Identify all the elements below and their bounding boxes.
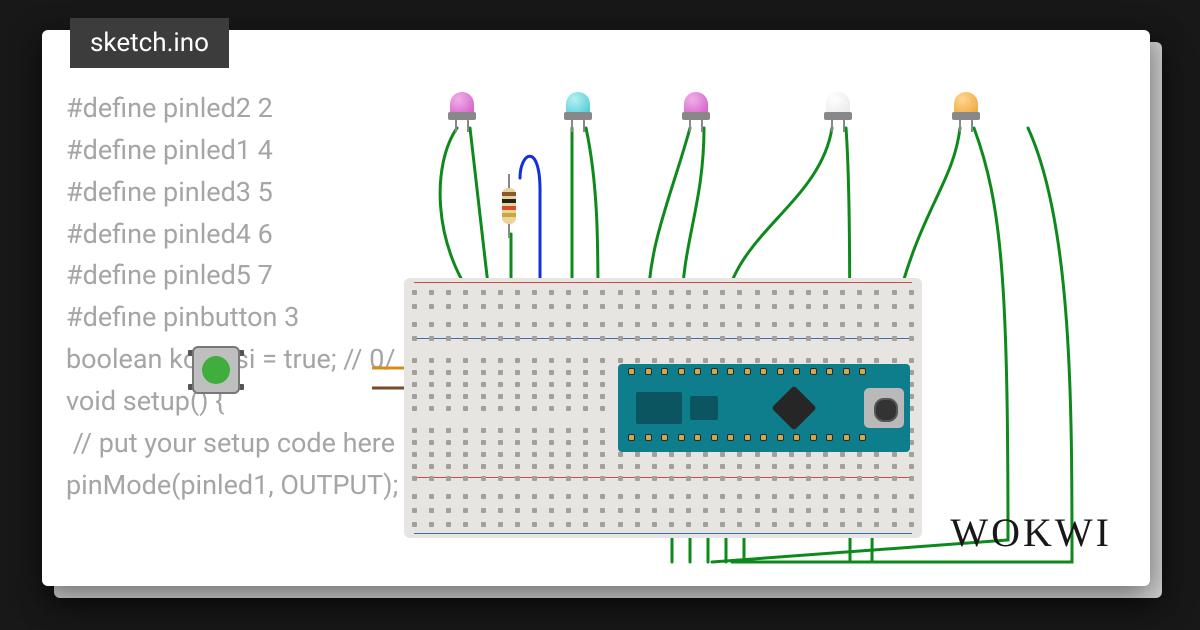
nano-smd — [690, 396, 718, 420]
wokwi-logo: WOKWI — [950, 509, 1112, 556]
nano-mcu-chip — [771, 385, 816, 430]
wire-led1-a[interactable] — [440, 128, 476, 302]
push-button-cap — [202, 356, 230, 384]
resistor[interactable] — [502, 176, 516, 236]
led5[interactable] — [952, 92, 980, 132]
push-button[interactable] — [188, 342, 244, 398]
paper: #define pinled2 2#define pinled1 4#defin… — [42, 30, 1150, 586]
wire-led1-c[interactable] — [470, 128, 490, 302]
led4[interactable] — [824, 92, 852, 132]
frame: sketch.ino #define pinled2 2#define pinl… — [0, 0, 1200, 630]
filename-tab[interactable]: sketch.ino — [70, 18, 229, 68]
nano-usb-port — [864, 388, 904, 428]
led3[interactable] — [682, 92, 710, 132]
wire-led2-c[interactable] — [586, 128, 598, 302]
led2[interactable] — [564, 92, 592, 132]
circuit-canvas[interactable] — [372, 84, 1142, 574]
led1[interactable] — [448, 92, 476, 132]
nano-header — [636, 392, 682, 424]
arduino-nano[interactable] — [618, 364, 910, 452]
